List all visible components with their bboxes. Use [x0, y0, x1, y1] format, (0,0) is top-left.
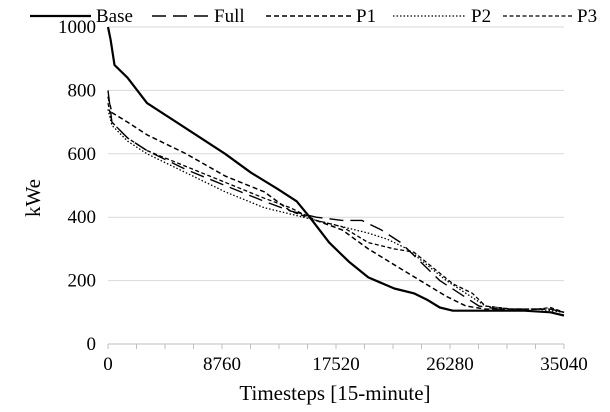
series-line-p3 [107, 102, 565, 313]
x-tick-label: 26280 [426, 354, 474, 375]
legend-label-p1: P1 [356, 6, 376, 27]
legend-label-base: Base [96, 6, 133, 27]
x-tick-label: 35040 [540, 354, 588, 375]
y-tick-label: 0 [87, 334, 97, 355]
x-axis-label: Timesteps [15-minute] [239, 381, 430, 405]
y-axis-label: kWe [21, 179, 45, 217]
gridlines [108, 26, 564, 282]
axes: 0 200 400 600 800 1000 0 8760 17520 26280 35040 [58, 17, 588, 375]
series-line-base [106, 26, 565, 317]
legend-label-full: Full [214, 6, 245, 27]
y-tick-label: 800 [68, 80, 97, 101]
y-tick-label: 200 [68, 271, 97, 292]
series-line-p2 [107, 109, 565, 313]
x-tick-label: 17520 [312, 354, 360, 375]
legend-label-p2: P2 [471, 6, 491, 27]
x-tick-label: 0 [103, 354, 113, 375]
y-tick-label: 600 [68, 144, 97, 165]
legend: Base Full P1 P2 P3 [30, 6, 597, 27]
series-line-full [107, 90, 565, 313]
y-tick-label: 400 [68, 207, 97, 228]
y-tick-label: 1000 [58, 17, 96, 38]
series-line-p1 [107, 96, 565, 314]
x-tick-label: 8760 [203, 354, 241, 375]
series-layer [106, 26, 565, 317]
legend-label-p3: P3 [577, 6, 597, 27]
